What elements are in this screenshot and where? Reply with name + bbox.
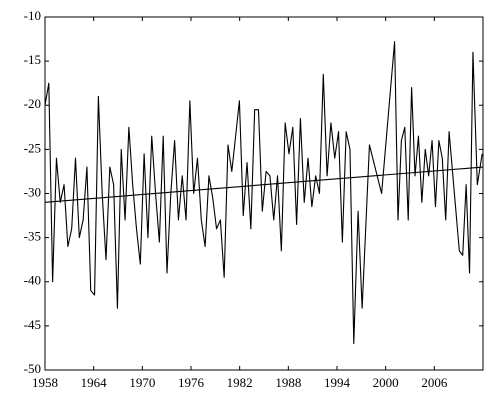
- x-tick-label: 2000: [373, 375, 399, 390]
- x-tick-label: 1964: [81, 375, 108, 390]
- x-tick-label: 1988: [275, 375, 301, 390]
- y-tick-label: -20: [24, 96, 41, 111]
- y-tick-label: -45: [24, 317, 41, 332]
- y-tick-label: -50: [24, 361, 41, 376]
- y-tick-label: -10: [24, 8, 41, 23]
- x-tick-label: 1976: [178, 375, 205, 390]
- data-line: [44, 41, 483, 345]
- y-tick-label: -15: [24, 52, 41, 67]
- x-tick-label: 1982: [227, 375, 253, 390]
- y-tick-label: -35: [24, 229, 41, 244]
- x-tick-label: 1958: [32, 375, 58, 390]
- y-tick-label: -40: [24, 273, 41, 288]
- x-tick-label: 2006: [421, 375, 448, 390]
- y-tick-label: -30: [24, 184, 41, 199]
- y-tick-label: -25: [24, 140, 41, 155]
- trend-line: [44, 166, 484, 203]
- x-tick-label: 1994: [324, 375, 351, 390]
- x-tick-label: 1970: [129, 375, 155, 390]
